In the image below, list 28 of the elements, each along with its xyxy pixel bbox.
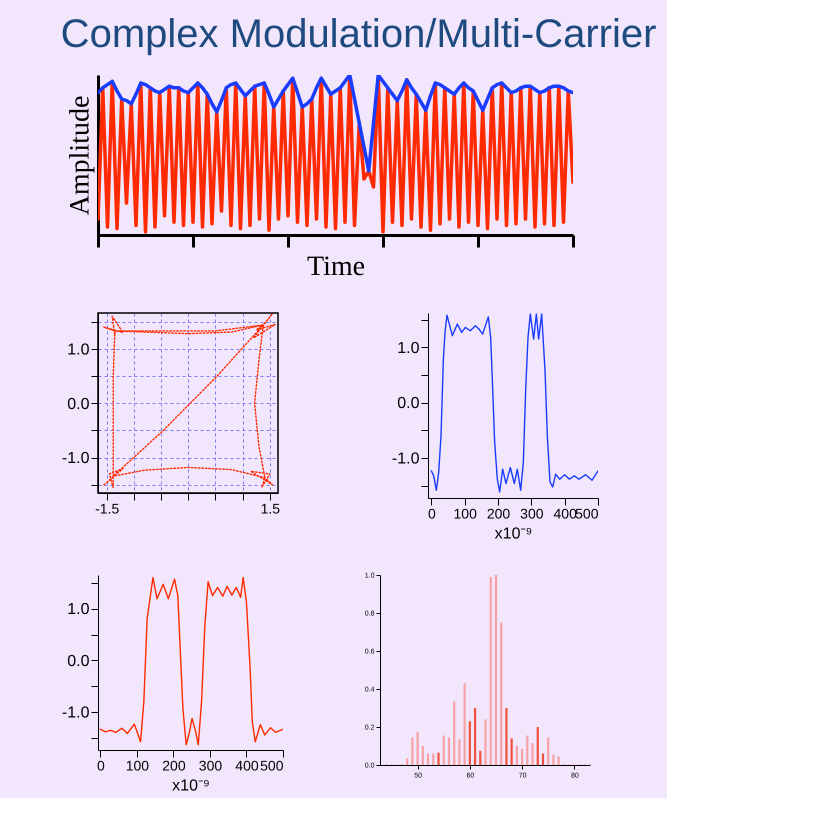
- y-axis-title: Amplitude: [64, 96, 96, 216]
- x-tick-label: 0: [96, 758, 105, 774]
- x-tick-label: 0: [428, 506, 436, 522]
- y-tick-label: 1.0: [67, 601, 90, 618]
- y-tick-label: 0.0: [67, 396, 90, 413]
- y-tick-label: 1.0: [67, 341, 90, 358]
- x-tick-label: 300: [520, 506, 544, 522]
- x-tick-label: 200: [486, 506, 510, 522]
- x-axis-title: Time: [306, 251, 366, 282]
- y-tick-label: 1.0: [397, 340, 420, 357]
- y-tick-label: 0.0: [67, 652, 90, 670]
- x-tick-label: 100: [453, 506, 478, 522]
- y-tick-label: -1.0: [62, 704, 90, 722]
- x-tick-label: 500: [260, 758, 284, 774]
- x-tick-label: 200: [162, 758, 186, 774]
- x-tick-label: 300: [198, 758, 222, 774]
- x-tick-label: -1.5: [95, 500, 120, 516]
- y-tick-label: -1.0: [392, 450, 420, 468]
- x-axis-title: x10⁻⁹: [172, 778, 210, 794]
- x-tick-label: 1.5: [260, 500, 280, 516]
- y-tick-label: 0.0: [397, 395, 420, 412]
- x-tick-label: 100: [126, 758, 150, 774]
- x-tick-label: 400: [553, 506, 578, 522]
- x-tick-label: 500: [575, 506, 599, 522]
- chart-title: Complex Modulation/Multi-Carrier: [60, 12, 656, 56]
- y-tick-label: -1.0: [62, 450, 90, 468]
- x-axis-title: x10⁻⁹: [494, 526, 532, 542]
- x-tick-label: 400: [235, 758, 259, 774]
